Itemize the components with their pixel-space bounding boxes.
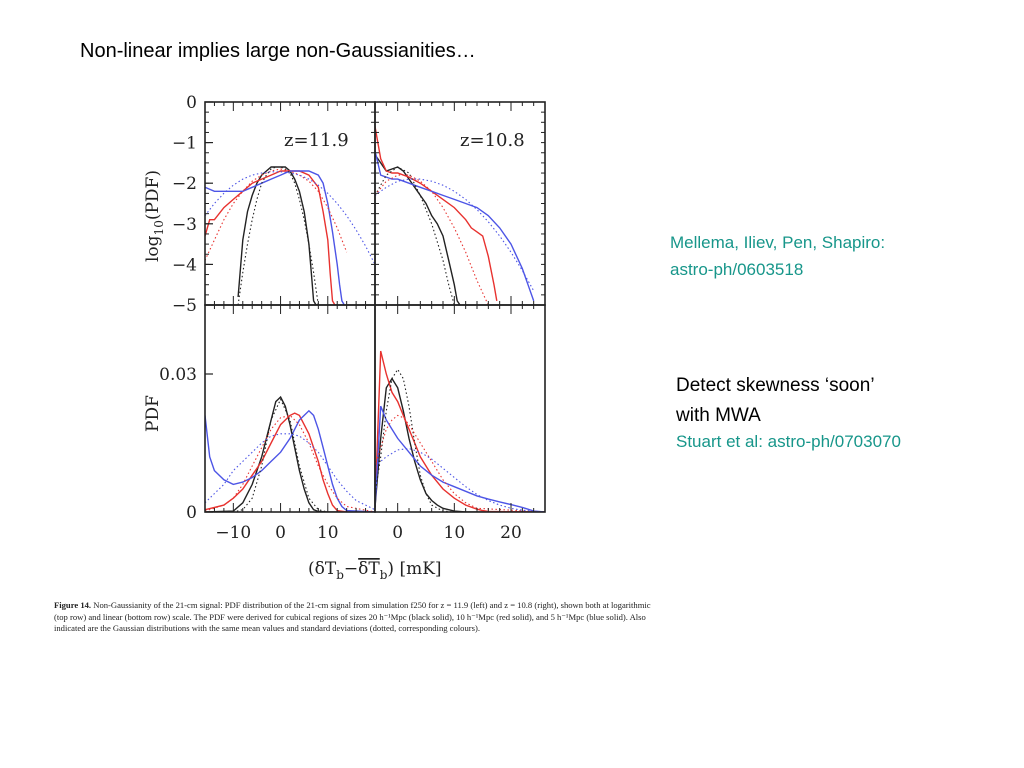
series-bottom-right-blue-dotted <box>375 447 545 512</box>
panel-label-left: z=11.9 <box>284 130 349 151</box>
mwa-note: Detect skewness ‘soon’ with MWA Stuart e… <box>676 371 901 453</box>
x-tick-label: 20 <box>500 523 522 543</box>
panel-frame-bottom-right <box>374 304 546 513</box>
series-bottom-right-red-solid <box>375 350 545 512</box>
slide-title: Non-linear implies large non-Gaussianiti… <box>80 40 476 62</box>
y-tick-label: −1 <box>172 134 197 154</box>
series-top-right-blue-dotted <box>375 178 535 292</box>
y-tick-label: 0 <box>186 503 197 523</box>
series-top-left-blue-solid <box>205 170 345 305</box>
x-tick-label: 0 <box>392 523 403 543</box>
x-tick-label: 0 <box>275 523 286 543</box>
series-top-right-red-dotted <box>375 174 489 305</box>
series-top-left-black-solid <box>237 166 319 305</box>
series-bottom-right-black-dotted <box>375 368 545 512</box>
series-bottom-left-black-solid <box>205 395 375 512</box>
mwa-note-line2: with MWA <box>676 405 761 426</box>
reference-mellema: Mellema, Iliev, Pen, Shapiro: astro-ph/0… <box>670 229 885 283</box>
x-axis-label: (δTb−δTb) [mK] <box>308 559 442 582</box>
series-top-left-black-dotted <box>237 166 319 305</box>
series-bottom-right-blue-solid <box>375 405 545 512</box>
x-tick-label: 10 <box>317 523 339 543</box>
series-bottom-right-red-dotted <box>375 414 545 512</box>
series-bottom-left-black-dotted <box>205 397 375 512</box>
x-tick-label: −10 <box>215 523 251 543</box>
series-bottom-right-black-solid <box>375 377 545 512</box>
mwa-note-line1: Detect skewness ‘soon’ <box>676 375 875 396</box>
tick-layer: 0 −1 −2 −3 −4 −5 0 0.03 −10 0 10 0 10 20 <box>159 93 546 543</box>
y-tick-label: −3 <box>172 215 197 235</box>
y-tick-label: −5 <box>172 296 197 316</box>
series-top-right-black-dotted <box>375 166 455 305</box>
x-tick-label: 10 <box>444 523 466 543</box>
series-bottom-left-red-dotted <box>205 414 375 512</box>
caption-lead: Figure 14. <box>54 600 92 610</box>
y-tick-label: 0 <box>186 93 197 113</box>
series-bottom-left-red-solid <box>205 412 375 512</box>
series-top-right-blue-solid <box>375 150 535 302</box>
series-top-left-blue-dotted <box>205 171 375 265</box>
reference-mellema-authors: Mellema, Iliev, Pen, Shapiro: <box>670 233 886 252</box>
figure-caption: Figure 14. Non-Gaussianity of the 21-cm … <box>54 600 654 635</box>
y-axis-label-top: log10(PDF) <box>143 170 166 262</box>
y-tick-label: 0.03 <box>159 365 197 385</box>
caption-text: Non-Gaussianity of the 21-cm signal: PDF… <box>54 600 651 633</box>
series-top-left-red-dotted <box>205 168 348 261</box>
series-top-left-red-solid <box>205 170 338 305</box>
series-top-right-red-solid <box>375 126 498 302</box>
plot-layer <box>205 126 545 512</box>
series-bottom-left-blue-dotted <box>205 433 375 511</box>
series-top-right-black-solid <box>375 154 461 305</box>
y-axis-label-bottom: PDF <box>143 395 163 432</box>
y-tick-label: −4 <box>172 255 197 275</box>
reference-mellema-id: astro-ph/0603518 <box>670 260 804 279</box>
panel-label-right: z=10.8 <box>460 130 525 151</box>
pdf-figure: 0 −1 −2 −3 −4 −5 0 0.03 −10 0 10 0 10 20 z=11.9 z=10.… <box>143 93 546 582</box>
panel-frame-bottom-left <box>204 304 376 513</box>
series-bottom-left-blue-solid <box>205 409 375 512</box>
reference-stuart: Stuart et al: astro-ph/0703070 <box>676 432 901 451</box>
y-tick-label: −2 <box>172 174 197 194</box>
